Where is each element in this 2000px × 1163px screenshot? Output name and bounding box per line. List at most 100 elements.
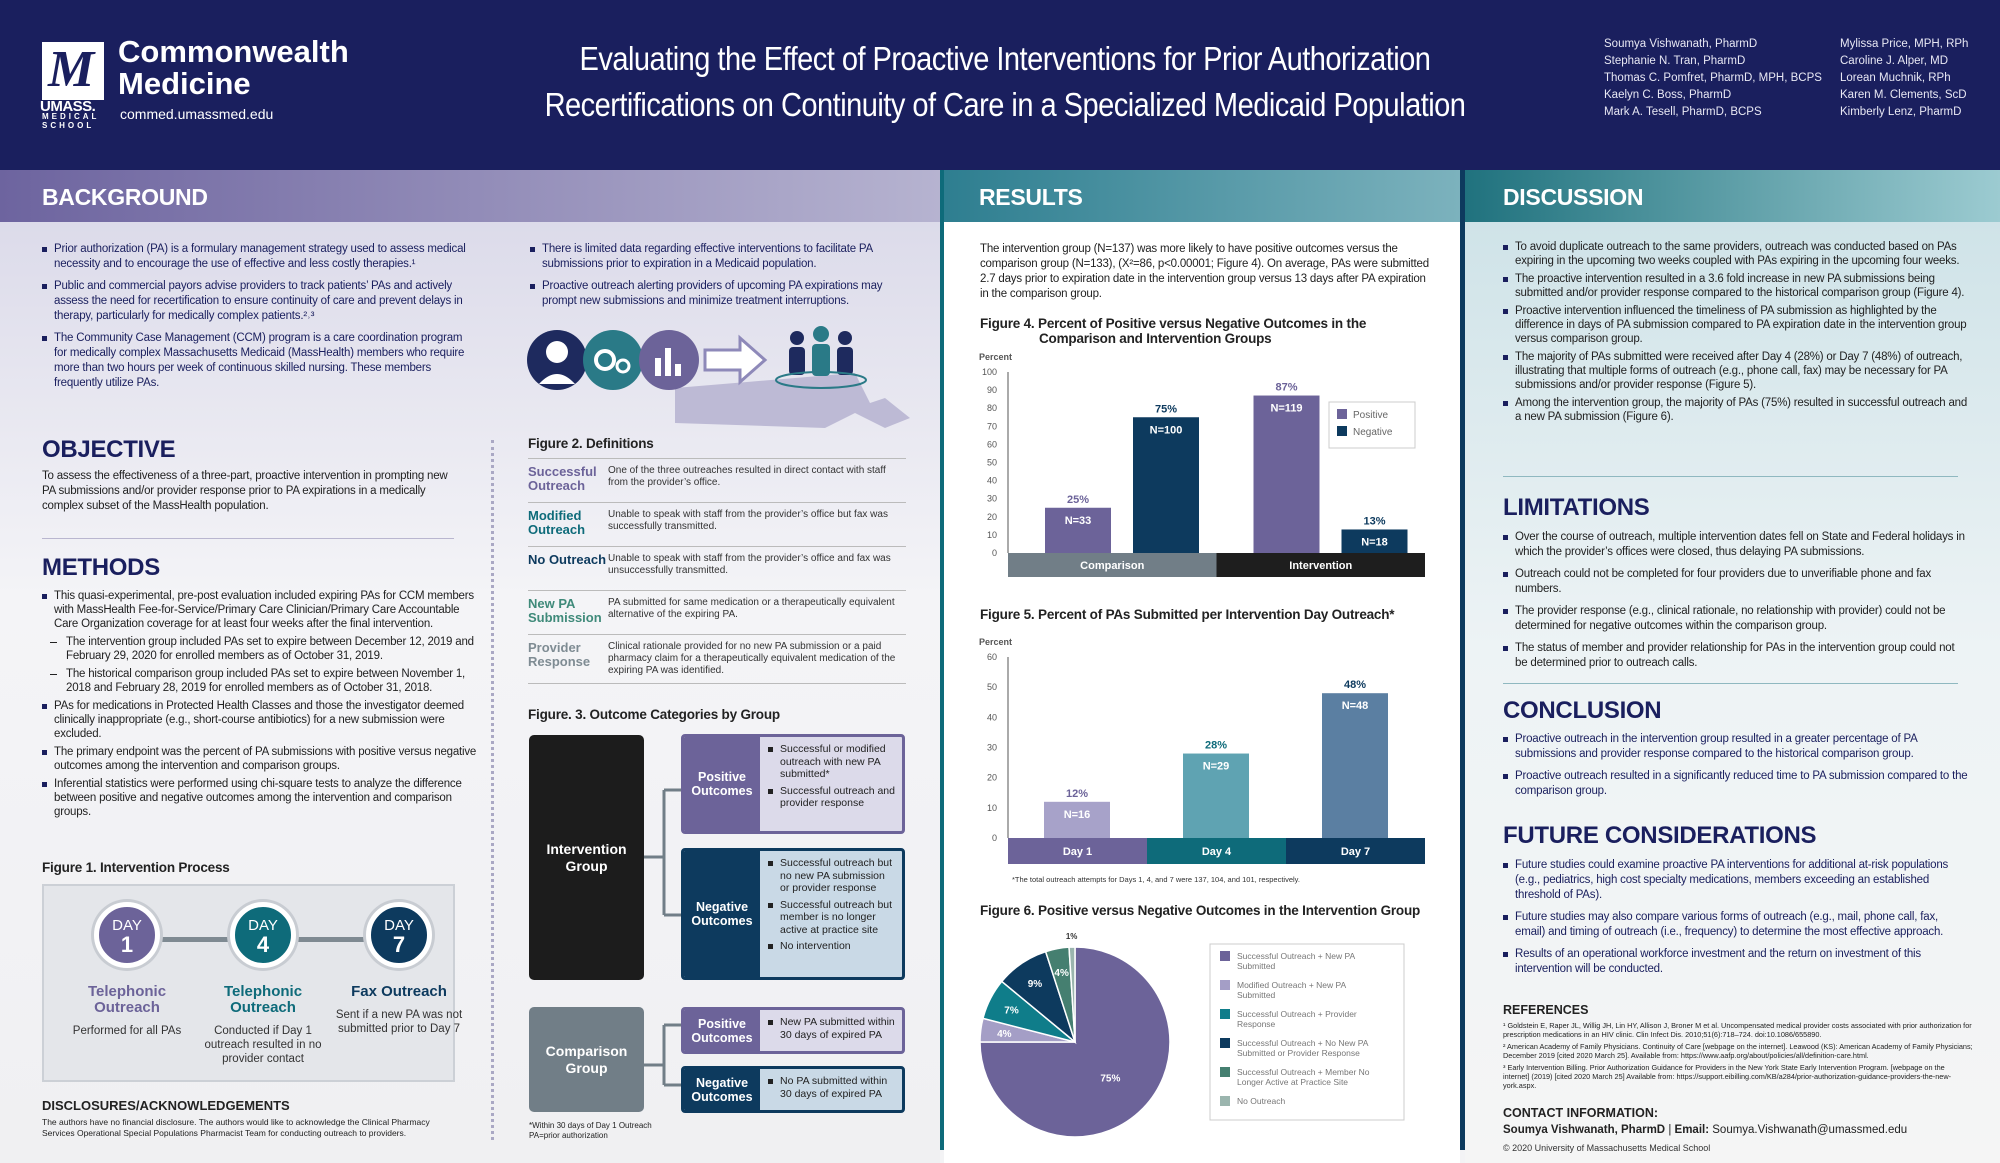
future-considerations-heading: FUTURE CONSIDERATIONS bbox=[1503, 822, 1817, 849]
y-tick-label: 50 bbox=[987, 682, 997, 692]
list-item: ¹ Goldstein E, Raper JL, Willig JH, Lin … bbox=[1503, 1021, 1972, 1039]
step-heading: Telephonic Outreach bbox=[223, 983, 303, 1016]
y-tick-label: 0 bbox=[992, 833, 997, 843]
umass-logo-mark: M bbox=[48, 41, 95, 98]
section-divider bbox=[1503, 476, 1958, 477]
brand-line-1: Commonwealth bbox=[118, 34, 349, 69]
objective-heading: OBJECTIVE bbox=[42, 436, 176, 463]
bullet-item: The primary endpoint was the percent of … bbox=[42, 745, 484, 773]
y-tick-label: 30 bbox=[987, 494, 997, 504]
step-heading: Fax Outreach bbox=[351, 983, 447, 1000]
background-illustration bbox=[527, 326, 910, 428]
list-item: Mark A. Tesell, PharmD, BCPS bbox=[1604, 106, 1762, 118]
figure-2-title: Figure 2. Definitions bbox=[528, 436, 654, 451]
outcome-list: Successful outreach but no new PA submis… bbox=[760, 851, 902, 977]
methods-body: This quasi-experimental, pre-post evalua… bbox=[42, 589, 484, 823]
legend-box bbox=[1209, 943, 1405, 1121]
methods-bullets: PAs for medications in Protected Health … bbox=[42, 699, 484, 819]
definition-text: Unable to speak with staff from the prov… bbox=[608, 553, 891, 576]
umass-logo bbox=[42, 42, 104, 100]
comparison-negative-outcomes: Negative Outcomes No PA submitted within … bbox=[681, 1066, 905, 1113]
y-tick-label: 10 bbox=[987, 530, 997, 540]
references-list: ¹ Goldstein E, Raper JL, Willig JH, Lin … bbox=[1503, 1021, 1973, 1093]
definition-term: Provider Response bbox=[528, 640, 591, 669]
intervention-step: DAY 7 Fax Outreach Sent if a new PA was n… bbox=[334, 902, 464, 1036]
figure-3-footnote: *Within 30 days of Day 1 Outreach PA=prio… bbox=[529, 1121, 652, 1141]
x-tick-label: Day 1 bbox=[1063, 846, 1092, 858]
legend-swatch bbox=[1337, 426, 1347, 436]
data-label: 12% bbox=[1066, 788, 1088, 800]
section-divider bbox=[1503, 683, 1958, 684]
category-band bbox=[1008, 838, 1147, 864]
outcome-list: Successful or modified outreach with new… bbox=[760, 737, 902, 831]
bullet-item: The historical comparison group included… bbox=[42, 667, 484, 695]
background-heading: BACKGROUND bbox=[0, 170, 940, 222]
category-band bbox=[1008, 553, 1217, 577]
figure-5-footnote: *The total outreach attempts for Days 1,… bbox=[1012, 875, 1300, 884]
definition-row: No Outreach Unable to speak with staff fr… bbox=[528, 547, 906, 591]
y-tick-label: 30 bbox=[987, 743, 997, 753]
definition-text: One of the three outreaches resulted in … bbox=[608, 465, 886, 488]
contact-email-link[interactable]: Soumya.Vishwanath@umassmed.edu bbox=[1712, 1124, 1908, 1136]
day-label: DAY bbox=[112, 917, 142, 934]
bullet-item: Inferential statistics were performed us… bbox=[42, 777, 484, 819]
day-badge: DAY 4 bbox=[230, 902, 296, 968]
bar-negative bbox=[1133, 417, 1199, 553]
legend-swatch bbox=[1220, 980, 1230, 990]
limitations-bullets: Over the course of outreach, multiple in… bbox=[1503, 530, 1968, 678]
bar-negative bbox=[1341, 529, 1408, 553]
list-item: ² American Academy of Family Physicians.… bbox=[1503, 1042, 1973, 1060]
definition-term: Modified Outreach bbox=[528, 508, 586, 537]
bullet-item: Future studies could examine proactive P… bbox=[1503, 858, 1968, 903]
day-badge: DAY 1 bbox=[94, 902, 160, 968]
definition-text: Clinical rationale provided for no new P… bbox=[608, 641, 896, 676]
conclusion-bullets: Proactive outreach in the intervention g… bbox=[1503, 732, 1968, 806]
bullet-item: Proactive intervention influenced the ti… bbox=[1503, 304, 1968, 346]
disclosures-text: The authors have no financial disclosure… bbox=[42, 1117, 430, 1138]
methods-heading: METHODS bbox=[42, 554, 160, 581]
y-tick-label: 60 bbox=[987, 652, 997, 662]
definition-text: PA submitted for same medication or a th… bbox=[608, 597, 895, 620]
list-item: Karen M. Clements, ScD bbox=[1840, 89, 1967, 101]
brand-name: Commonwealth Medicine bbox=[118, 36, 349, 100]
legend-swatch bbox=[1220, 1009, 1230, 1019]
website-link[interactable]: commed.umassmed.edu bbox=[120, 106, 274, 122]
step-description: Sent if a new PA was not submitted prior… bbox=[335, 1009, 463, 1035]
massachusetts-map-icon bbox=[675, 373, 910, 428]
footnote-line: PA=prior authorization bbox=[529, 1131, 608, 1140]
definition-term: No Outreach bbox=[528, 552, 607, 567]
figure-5-title: Figure 5. Percent of PAs Submitted per I… bbox=[980, 607, 1395, 622]
pie-slice bbox=[979, 946, 1171, 1138]
y-tick-label: 20 bbox=[987, 512, 997, 522]
definition-text: Unable to speak with staff from the prov… bbox=[608, 509, 888, 532]
n-label: N=16 bbox=[1064, 809, 1091, 821]
definition-row: Provider Response Clinical rationale prov… bbox=[528, 635, 906, 684]
list-item: Mylissa Price, MPH, RPh bbox=[1840, 38, 1969, 50]
n-label: N=18 bbox=[1361, 536, 1388, 548]
limitations-heading: LIMITATIONS bbox=[1503, 494, 1650, 521]
figure-5-chart: Percent 0 10 20 30 40 50 60 Day 1 12% N=16 Day 4 28%… bbox=[979, 637, 1425, 884]
objective-text: To assess the effectiveness of a three-p… bbox=[42, 470, 448, 512]
day-number: 1 bbox=[120, 932, 134, 957]
positive-outcomes-label: Positive Outcomes bbox=[684, 1010, 760, 1051]
category-band bbox=[1286, 838, 1425, 864]
y-tick-label: 80 bbox=[987, 403, 997, 413]
bullet-item: Successful or modified outreach with new… bbox=[768, 743, 896, 781]
outcome-list: New PA submitted within 30 days of expir… bbox=[760, 1010, 902, 1051]
copyright: © 2020 University of Massachusetts Medic… bbox=[1503, 1143, 1711, 1153]
data-label: 28% bbox=[1205, 740, 1227, 752]
list-item: Caroline J. Alper, MD bbox=[1840, 55, 1949, 67]
legend-swatch bbox=[1220, 951, 1230, 961]
data-label: 13% bbox=[1363, 515, 1385, 527]
intervention-step: DAY 1 Telephonic Outreach Performed for a… bbox=[62, 902, 192, 1038]
list-item: Soumya Vishwanath, PharmD bbox=[1604, 38, 1758, 50]
definition-row: Successful Outreach One of the three outr… bbox=[528, 459, 906, 503]
y-tick-label: 60 bbox=[987, 439, 997, 449]
slice-label: 4% bbox=[1054, 968, 1069, 979]
background-bullets-left: Prior authorization (PA) is a formulary … bbox=[42, 242, 477, 398]
slice-label: 9% bbox=[1028, 979, 1043, 990]
slice-label: 7% bbox=[1004, 1006, 1019, 1017]
bar-positive bbox=[1253, 395, 1320, 553]
negative-outcomes-label: Negative Outcomes bbox=[684, 1069, 760, 1110]
n-label: N=100 bbox=[1150, 424, 1183, 436]
